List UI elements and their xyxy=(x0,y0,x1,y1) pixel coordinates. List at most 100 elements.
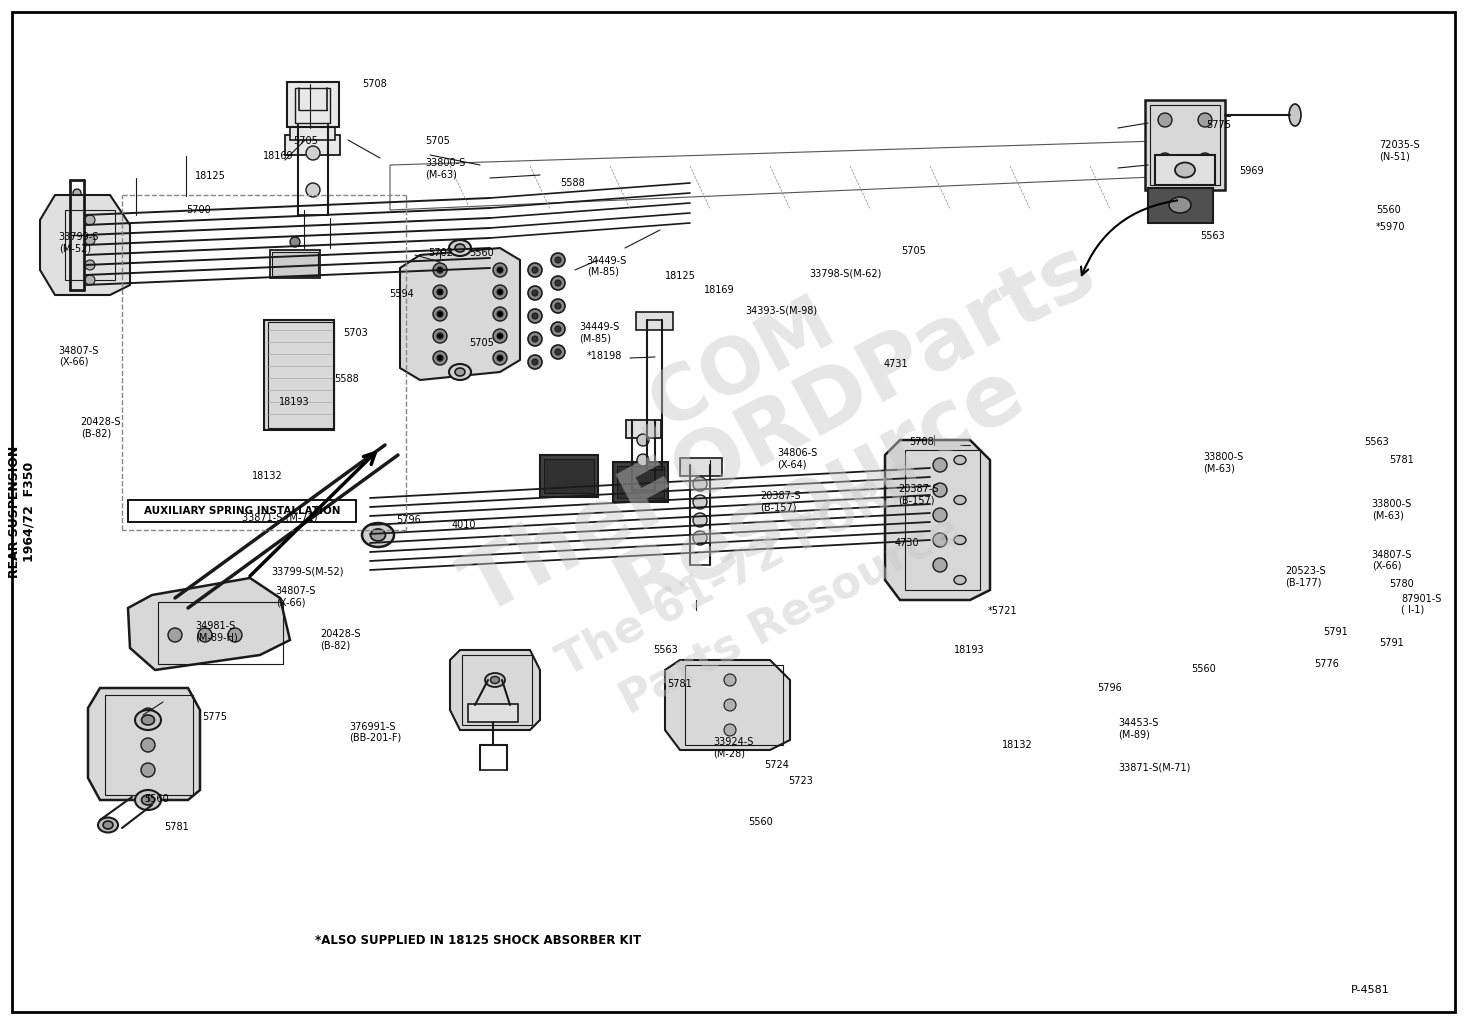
Ellipse shape xyxy=(98,817,117,833)
Circle shape xyxy=(141,708,156,722)
Bar xyxy=(270,250,320,278)
Ellipse shape xyxy=(135,710,161,730)
Ellipse shape xyxy=(490,677,499,683)
Text: 5796: 5796 xyxy=(396,515,421,525)
Text: AUXILIARY SPRING INSTALLATION: AUXILIARY SPRING INSTALLATION xyxy=(144,506,340,516)
Text: 34981-S
(M-89-H): 34981-S (M-89-H) xyxy=(195,622,238,642)
Text: 5708: 5708 xyxy=(362,79,387,89)
Text: 34807-S
(X-66): 34807-S (X-66) xyxy=(59,346,100,367)
Ellipse shape xyxy=(103,821,113,829)
Circle shape xyxy=(497,355,503,361)
Bar xyxy=(462,655,533,725)
Text: 72035-S
(N-51): 72035-S (N-51) xyxy=(1379,140,1420,161)
Text: 5724: 5724 xyxy=(764,760,789,770)
Circle shape xyxy=(433,307,447,321)
Circle shape xyxy=(497,289,503,295)
Text: 5560: 5560 xyxy=(748,817,773,827)
Text: *5970: *5970 xyxy=(1376,222,1405,232)
Text: .COM: .COM xyxy=(613,285,846,456)
Text: 18125: 18125 xyxy=(665,271,695,282)
Text: 34393-S(M-98): 34393-S(M-98) xyxy=(745,305,817,315)
Ellipse shape xyxy=(954,575,965,585)
Bar xyxy=(618,466,665,498)
Text: 18132: 18132 xyxy=(252,471,283,481)
Text: 5588: 5588 xyxy=(560,178,585,188)
Text: 33800-S
(M-63): 33800-S (M-63) xyxy=(1203,453,1243,473)
Text: 5560: 5560 xyxy=(1191,664,1216,674)
Text: 5705: 5705 xyxy=(901,246,926,256)
Ellipse shape xyxy=(78,222,106,242)
Circle shape xyxy=(552,322,565,336)
Polygon shape xyxy=(128,578,290,670)
Circle shape xyxy=(437,311,443,317)
Ellipse shape xyxy=(486,673,505,687)
Text: 5563: 5563 xyxy=(1364,437,1389,447)
Circle shape xyxy=(290,237,299,247)
Circle shape xyxy=(85,215,95,225)
Bar xyxy=(288,82,339,127)
Circle shape xyxy=(528,263,541,278)
Text: 5705: 5705 xyxy=(425,136,450,146)
Polygon shape xyxy=(400,248,519,380)
Text: 33924-S
(M-28): 33924-S (M-28) xyxy=(713,737,754,758)
Circle shape xyxy=(437,267,443,273)
Circle shape xyxy=(933,483,948,497)
Text: 34807-S
(X-66): 34807-S (X-66) xyxy=(1372,550,1413,570)
Bar xyxy=(128,500,356,522)
Bar xyxy=(613,462,667,502)
Bar xyxy=(637,312,673,330)
Ellipse shape xyxy=(73,189,81,197)
Circle shape xyxy=(555,326,560,332)
Text: 5560: 5560 xyxy=(144,794,169,804)
Ellipse shape xyxy=(141,795,154,805)
Circle shape xyxy=(493,351,508,365)
Ellipse shape xyxy=(362,523,395,547)
Circle shape xyxy=(1157,113,1172,127)
Text: 5775: 5775 xyxy=(202,712,227,722)
Circle shape xyxy=(169,628,182,642)
Circle shape xyxy=(497,311,503,317)
Text: 20428-S
(B-82): 20428-S (B-82) xyxy=(320,630,361,650)
Circle shape xyxy=(555,349,560,355)
Text: The 61-72 FORD: The 61-72 FORD xyxy=(552,456,929,684)
Circle shape xyxy=(1199,113,1212,127)
Text: 34807-S
(X-66): 34807-S (X-66) xyxy=(276,587,317,607)
Bar xyxy=(1149,188,1213,223)
Circle shape xyxy=(533,336,538,342)
Text: REAR SUSPENSION
1964/72  F350: REAR SUSPENSION 1964/72 F350 xyxy=(7,445,37,579)
Bar xyxy=(264,319,334,430)
Text: 18193: 18193 xyxy=(279,397,310,408)
Circle shape xyxy=(533,313,538,319)
Text: 4731: 4731 xyxy=(883,358,908,369)
Circle shape xyxy=(1157,153,1172,167)
Ellipse shape xyxy=(954,536,965,545)
Circle shape xyxy=(227,628,242,642)
Circle shape xyxy=(692,531,707,545)
Ellipse shape xyxy=(449,364,471,380)
Bar xyxy=(290,125,334,140)
Circle shape xyxy=(933,458,948,472)
Text: 18193: 18193 xyxy=(954,645,984,655)
Text: 87901-S
( I-1): 87901-S ( I-1) xyxy=(1401,594,1442,614)
Bar xyxy=(626,420,662,438)
Circle shape xyxy=(493,285,508,299)
Circle shape xyxy=(85,275,95,285)
Bar xyxy=(468,705,518,722)
Text: 5723: 5723 xyxy=(788,776,813,786)
Text: 34453-S
(M-89): 34453-S (M-89) xyxy=(1118,719,1159,739)
Circle shape xyxy=(433,351,447,365)
Ellipse shape xyxy=(455,244,465,252)
Text: 18132: 18132 xyxy=(1002,740,1033,751)
Bar xyxy=(1155,155,1215,185)
Text: 5563: 5563 xyxy=(1200,230,1225,241)
Text: 20428-S
(B-82): 20428-S (B-82) xyxy=(81,418,122,438)
Text: *5721: *5721 xyxy=(987,606,1017,616)
Ellipse shape xyxy=(1175,163,1196,177)
Circle shape xyxy=(433,263,447,278)
Text: 18169: 18169 xyxy=(263,151,293,161)
Text: 33800-S
(M-63): 33800-S (M-63) xyxy=(425,159,465,179)
Bar xyxy=(295,88,330,123)
Text: 5775: 5775 xyxy=(1206,120,1231,130)
Text: 5781: 5781 xyxy=(164,822,189,833)
Circle shape xyxy=(85,260,95,270)
